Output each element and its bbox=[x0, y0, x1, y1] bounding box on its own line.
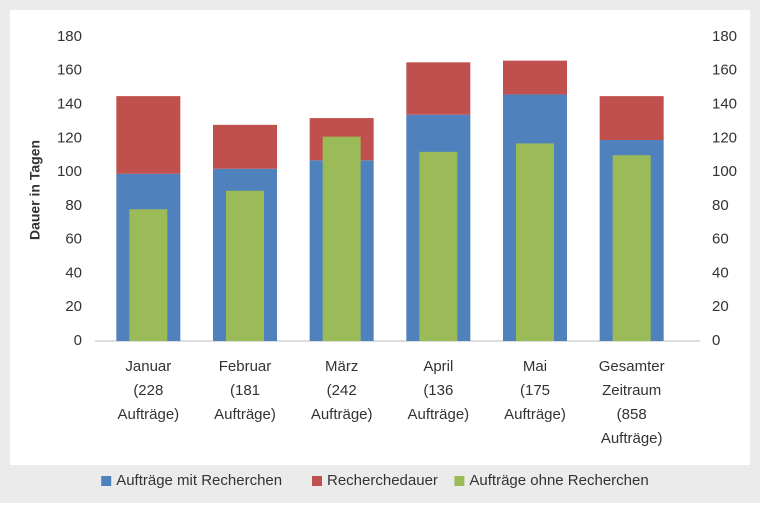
y2-tick-label: 100 bbox=[712, 163, 737, 180]
x-tick-label: Gesamter bbox=[599, 358, 665, 375]
bar bbox=[129, 209, 168, 341]
y-tick-label: 160 bbox=[57, 62, 82, 79]
legend-label: Aufträge ohne Recherchen bbox=[469, 472, 648, 489]
legend-swatch bbox=[101, 476, 112, 486]
y2-tick-label: 180 bbox=[712, 28, 737, 45]
x-tick-label: (228 bbox=[133, 382, 163, 399]
y-axis-title: Dauer in Tagen bbox=[27, 140, 43, 240]
y-tick-label: 0 bbox=[74, 332, 82, 349]
y2-tick-label: 120 bbox=[712, 129, 737, 146]
y2-tick-label: 0 bbox=[712, 332, 720, 349]
y2-tick-label: 160 bbox=[712, 62, 737, 79]
x-tick-label: (242 bbox=[327, 382, 357, 399]
x-tick-label: April bbox=[423, 358, 453, 375]
bar bbox=[322, 136, 361, 341]
y-tick-label: 100 bbox=[57, 163, 82, 180]
y-tick-label: 180 bbox=[57, 28, 82, 45]
x-tick-label: Mai bbox=[523, 358, 547, 375]
bar bbox=[226, 190, 264, 341]
legend-swatch bbox=[312, 476, 322, 486]
x-tick-label: (175 bbox=[520, 382, 550, 399]
bar bbox=[116, 96, 181, 174]
legend-label: Aufträge mit Recherchen bbox=[116, 472, 282, 489]
bar bbox=[516, 143, 554, 341]
bar bbox=[599, 96, 664, 141]
x-tick-label: Aufträge) bbox=[214, 406, 276, 423]
y-tick-label: 140 bbox=[57, 96, 82, 113]
bar bbox=[213, 124, 277, 169]
y-tick-label: 80 bbox=[65, 197, 82, 214]
y-tick-label: 120 bbox=[57, 129, 82, 146]
bar bbox=[406, 62, 471, 115]
bar bbox=[419, 151, 458, 341]
x-tick-label: Aufträge) bbox=[601, 430, 663, 447]
bar bbox=[612, 155, 651, 341]
x-tick-label: Aufträge) bbox=[117, 406, 179, 423]
y2-tick-label: 20 bbox=[712, 298, 729, 315]
y2-tick-label: 80 bbox=[712, 197, 729, 214]
y2-tick-label: 140 bbox=[712, 96, 737, 113]
x-tick-label: Januar bbox=[125, 358, 171, 375]
y-tick-label: 40 bbox=[65, 264, 82, 281]
x-tick-label: (858 bbox=[617, 406, 647, 423]
y-tick-label: 20 bbox=[65, 298, 82, 315]
y2-tick-label: 60 bbox=[712, 231, 729, 248]
x-tick-label: Aufträge) bbox=[504, 406, 566, 423]
legend-label: Recherchedauer bbox=[327, 472, 438, 489]
x-tick-label: Aufträge) bbox=[311, 406, 373, 423]
y-tick-label: 60 bbox=[65, 231, 82, 248]
x-tick-label: Aufträge) bbox=[407, 406, 469, 423]
x-tick-label: (136 bbox=[423, 382, 453, 399]
legend-swatch bbox=[454, 476, 465, 486]
y2-tick-label: 40 bbox=[712, 264, 729, 281]
x-tick-label: März bbox=[325, 358, 358, 375]
x-tick-label: (181 bbox=[230, 382, 260, 399]
x-tick-label: Zeitraum bbox=[602, 382, 661, 399]
bar bbox=[503, 60, 567, 95]
x-tick-label: Februar bbox=[219, 358, 272, 375]
